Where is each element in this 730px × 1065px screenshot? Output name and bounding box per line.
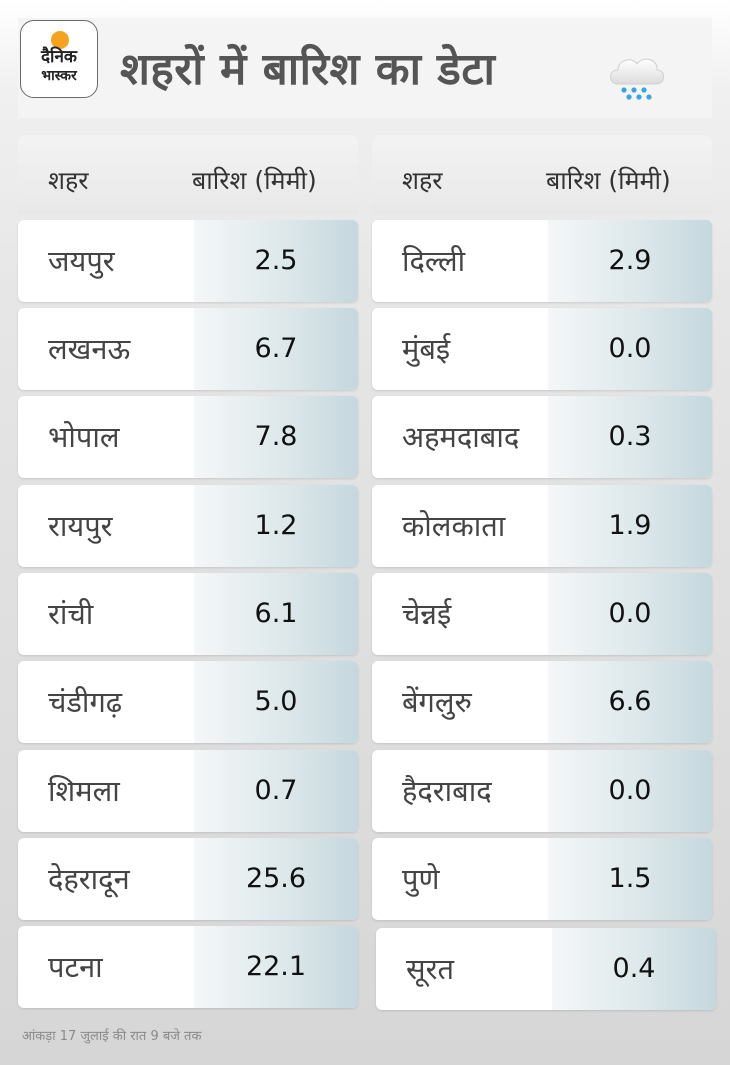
- rain-cell: 0.0: [548, 750, 712, 832]
- city-name: चेन्नई: [402, 597, 452, 631]
- rain-value: 1.9: [608, 510, 652, 541]
- table-row: बेंगलुरु 6.6: [372, 661, 712, 743]
- rain-column-header: बारिश (मिमी): [192, 166, 317, 195]
- rain-cell: 0.4: [552, 928, 716, 1010]
- rain-cell: 1.2: [194, 485, 358, 567]
- right-table: शहर बारिश (मिमी) दिल्ली 2.9 मुंबई 0.0 अह…: [372, 135, 716, 1010]
- table-row: हैदराबाद 0.0: [372, 750, 712, 832]
- logo-line-1: दैनिक: [41, 47, 77, 67]
- rain-value: 5.0: [254, 686, 298, 717]
- table-header: शहर बारिश (मिमी): [18, 135, 358, 215]
- table-row: दिल्ली 2.9: [372, 220, 712, 302]
- table-row: चेन्नई 0.0: [372, 573, 712, 655]
- rain-cell: 2.5: [194, 220, 358, 302]
- table-row: पटना 22.1: [18, 926, 358, 1008]
- rain-cell: 1.9: [548, 485, 712, 567]
- rain-cell: 2.9: [548, 220, 712, 302]
- rain-value: 2.5: [254, 245, 298, 276]
- rain-cell: 22.1: [194, 926, 358, 1008]
- rain-column-header: बारिश (मिमी): [546, 166, 671, 195]
- rain-value: 6.6: [608, 686, 652, 717]
- table-row: सूरत 0.4: [376, 928, 716, 1010]
- rain-value: 0.0: [608, 775, 652, 806]
- table-row: शिमला 0.7: [18, 750, 358, 832]
- rain-value: 2.9: [608, 245, 652, 276]
- table-row: लखनऊ 6.7: [18, 308, 358, 390]
- table-row: मुंबई 0.0: [372, 308, 712, 390]
- rain-cell: 7.8: [194, 396, 358, 478]
- city-name: दिल्ली: [402, 244, 466, 278]
- rain-cell: 0.0: [548, 308, 712, 390]
- rain-cell: 5.0: [194, 661, 358, 743]
- footnote: आंकड़ा 17 जुलाई की रात 9 बजे तक: [22, 1029, 202, 1044]
- rain-cell: 1.5: [548, 838, 712, 920]
- city-name: अहमदाबाद: [402, 420, 520, 454]
- rain-cell: 6.1: [194, 573, 358, 655]
- page-title: शहरों में बारिश का डेटा: [120, 44, 496, 95]
- rain-cell: 0.0: [548, 573, 712, 655]
- city-name: जयपुर: [48, 244, 115, 278]
- city-name: चंडीगढ़: [48, 685, 123, 719]
- table-row: पुणे 1.5: [372, 838, 712, 920]
- table-row: अहमदाबाद 0.3: [372, 396, 712, 478]
- city-name: सूरत: [406, 952, 454, 986]
- rain-value: 0.0: [608, 598, 652, 629]
- city-column-header: शहर: [402, 166, 443, 195]
- city-name: मुंबई: [402, 332, 451, 366]
- table-row: रांची 6.1: [18, 573, 358, 655]
- rain-cell: 6.7: [194, 308, 358, 390]
- table-row: रायपुर 1.2: [18, 485, 358, 567]
- rain-cell: 6.6: [548, 661, 712, 743]
- table-row: चंडीगढ़ 5.0: [18, 661, 358, 743]
- rain-value: 1.2: [254, 510, 298, 541]
- city-name: देहरादून: [48, 862, 130, 896]
- rain-value: 1.5: [608, 863, 652, 894]
- sun-icon: [51, 31, 69, 49]
- city-name: पटना: [48, 950, 103, 984]
- city-name: बेंगलुरु: [402, 685, 472, 719]
- rain-cell: 25.6: [194, 838, 358, 920]
- table-row: देहरादून 25.6: [18, 838, 358, 920]
- rain-cell: 0.3: [548, 396, 712, 478]
- city-name: हैदराबाद: [402, 774, 492, 808]
- rain-value: 7.8: [254, 421, 298, 452]
- city-name: रायपुर: [48, 509, 113, 543]
- rain-value: 25.6: [245, 863, 307, 894]
- table-row: कोलकाता 1.9: [372, 485, 712, 567]
- rain-value: 22.1: [245, 951, 307, 982]
- city-name: लखनऊ: [48, 332, 131, 366]
- city-name: रांची: [48, 597, 94, 631]
- rain-value: 6.7: [254, 333, 298, 364]
- table-header: शहर बारिश (मिमी): [372, 135, 712, 215]
- brand-logo: दैनिक भास्कर: [20, 20, 98, 98]
- logo-line-2: भास्कर: [41, 68, 77, 84]
- city-name: कोलकाता: [402, 509, 506, 543]
- rain-cloud-icon: [610, 58, 665, 100]
- rain-value: 0.7: [254, 775, 298, 806]
- left-table: शहर बारिश (मिमी) जयपुर 2.5 लखनऊ 6.7 भोपा…: [18, 135, 358, 1008]
- rain-value: 0.0: [608, 333, 652, 364]
- rain-value: 6.1: [254, 598, 298, 629]
- table-row: जयपुर 2.5: [18, 220, 358, 302]
- city-name: भोपाल: [48, 420, 120, 454]
- rain-cell: 0.7: [194, 750, 358, 832]
- rain-value: 0.4: [612, 953, 656, 984]
- header: दैनिक भास्कर शहरों में बारिश का डेटा: [18, 18, 712, 118]
- rain-value: 0.3: [608, 421, 652, 452]
- city-name: पुणे: [402, 862, 440, 896]
- city-column-header: शहर: [48, 166, 89, 195]
- city-name: शिमला: [48, 774, 120, 808]
- table-row: भोपाल 7.8: [18, 396, 358, 478]
